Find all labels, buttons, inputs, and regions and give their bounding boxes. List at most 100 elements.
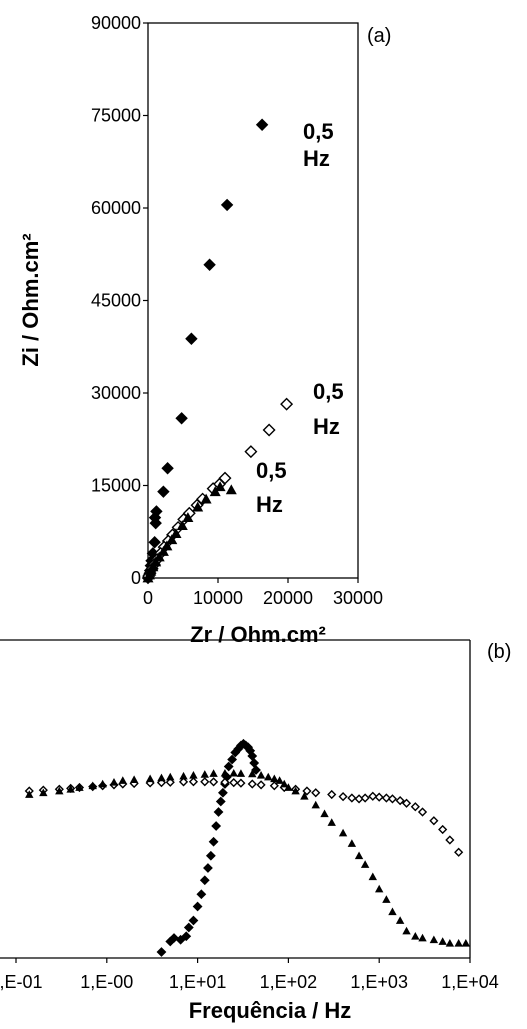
data-point-filled-triangle <box>225 484 237 495</box>
y-tick-label: 75000 <box>91 106 141 126</box>
data-point-open-diamond <box>244 445 258 459</box>
data-point-filled-triangle <box>275 776 284 784</box>
data-point-filled-triangle <box>209 486 221 497</box>
data-point-filled-diamond <box>185 332 198 345</box>
data-point-open-diamond <box>188 777 199 787</box>
data-point-filled-diamond <box>205 850 216 861</box>
data-point-open-diamond <box>208 777 219 787</box>
data-point-filled-triangle <box>327 818 336 826</box>
data-point-open-diamond <box>347 793 357 803</box>
annotation-filled-diamond-frequency: 0,5 Hz <box>303 119 334 171</box>
panel-b-x-axis-title: Frequência / Hz <box>189 998 352 1023</box>
data-point-filled-triangle <box>75 783 84 791</box>
data-point-filled-diamond <box>208 836 219 847</box>
data-point-filled-triangle <box>129 775 139 783</box>
svg-text:0,5: 0,5 <box>303 119 334 144</box>
data-point-filled-triangle <box>166 534 178 545</box>
data-point-filled-triangle <box>145 774 155 783</box>
panel-b: 1,E-01 1,E-00 1,E+01 1,E+02 1,E+03 1,E+04 (b)… <box>0 639 511 1023</box>
data-point-filled-diamond <box>175 412 188 425</box>
data-point-filled-diamond <box>227 754 238 765</box>
x-tick-label: 1,E+03 <box>350 972 408 992</box>
x-tick-label: 20000 <box>263 588 313 608</box>
data-point-filled-triangle <box>214 481 226 492</box>
data-point-open-diamond <box>280 397 294 411</box>
data-point-open-diamond <box>327 789 337 800</box>
x-tick-label: 30000 <box>333 588 383 608</box>
data-point-open-diamond <box>178 777 189 787</box>
panel-b-label: (b) <box>487 641 511 663</box>
data-point-filled-diamond <box>203 863 213 873</box>
data-point-filled-triangle <box>189 771 198 779</box>
y-tick-label: 60000 <box>91 198 141 218</box>
data-point-filled-diamond <box>220 198 234 212</box>
data-point-filled-triangle <box>229 768 238 777</box>
data-point-filled-triangle <box>354 851 364 860</box>
data-point-filled-triangle <box>347 839 357 847</box>
y-tick-label: 45000 <box>91 291 141 311</box>
data-point-open-diamond <box>381 793 391 803</box>
data-point-filled-triangle <box>200 770 209 778</box>
data-point-filled-triangle <box>25 790 34 798</box>
data-point-filled-triangle <box>411 932 420 940</box>
data-point-filled-triangle <box>291 786 300 795</box>
data-point-filled-diamond <box>203 258 216 271</box>
data-point-open-diamond <box>269 781 279 791</box>
data-point-filled-triangle <box>55 786 64 795</box>
data-point-filled-diamond <box>251 765 261 775</box>
data-point-filled-triangle <box>438 937 447 945</box>
data-point-open-diamond <box>387 794 398 804</box>
y-tick-label: 30000 <box>91 383 141 403</box>
data-point-filled-triangle <box>157 773 166 782</box>
data-point-filled-triangle <box>176 520 188 530</box>
x-tick-label: 1,E-01 <box>0 972 43 992</box>
data-point-filled-diamond <box>156 947 167 957</box>
data-point-filled-triangle <box>192 501 204 512</box>
data-point-filled-triangle <box>118 776 127 784</box>
data-point-open-diamond <box>256 780 266 790</box>
data-point-filled-diamond <box>192 901 203 912</box>
data-point-filled-triangle <box>236 769 246 777</box>
panel-a-y-ticks: 0 15000 30000 45000 60000 75000 90000 <box>91 13 148 588</box>
data-point-filled-triangle <box>88 781 97 790</box>
svg-text:Hz: Hz <box>313 414 340 439</box>
panel-b-data-points <box>24 738 471 957</box>
panel-a-y-axis-title: Zi / Ohm.cm² <box>18 233 43 366</box>
data-point-filled-triangle <box>320 809 329 818</box>
panel-b-x-ticks: 1,E-01 1,E-00 1,E+01 1,E+02 1,E+03 1,E+04 <box>0 958 499 992</box>
y-tick-label: 15000 <box>91 476 141 496</box>
data-point-filled-diamond <box>175 934 186 945</box>
data-point-filled-triangle <box>200 493 212 504</box>
panel-a: 0 15000 30000 45000 60000 75000 90000 0 10000 20… <box>18 13 391 647</box>
data-point-filled-triangle <box>182 512 194 522</box>
data-point-filled-triangle <box>157 545 169 556</box>
data-point-filled-diamond <box>255 118 269 131</box>
data-point-filled-triangle <box>382 895 391 903</box>
data-point-open-diamond <box>454 847 464 857</box>
data-point-filled-triangle <box>338 828 348 837</box>
data-point-filled-diamond <box>215 796 226 807</box>
data-point-filled-diamond <box>196 889 207 900</box>
data-point-filled-triangle <box>402 926 411 935</box>
data-point-open-diamond <box>374 792 384 802</box>
data-point-open-diamond <box>165 777 175 787</box>
x-tick-label: 1,E+04 <box>441 972 499 992</box>
data-point-filled-diamond <box>183 922 194 933</box>
data-point-filled-diamond <box>218 787 228 798</box>
data-point-filled-diamond <box>157 485 170 498</box>
data-point-filled-triangle <box>311 800 320 809</box>
data-point-filled-triangle <box>39 788 48 797</box>
data-point-open-diamond <box>417 807 428 817</box>
data-point-filled-triangle <box>395 916 405 924</box>
panel-a-axes-frame <box>147 22 359 579</box>
data-point-filled-triangle <box>179 771 188 780</box>
panel-a-label: (a) <box>367 25 391 47</box>
data-point-filled-triangle <box>98 779 107 788</box>
data-point-open-diamond <box>311 788 321 798</box>
data-point-open-diamond <box>338 792 348 802</box>
data-point-filled-triangle <box>248 769 257 778</box>
x-tick-label: 0 <box>143 588 153 608</box>
annotation-filled-triangle-frequency: 0,5 Hz <box>256 458 287 517</box>
data-point-filled-diamond <box>213 807 224 817</box>
